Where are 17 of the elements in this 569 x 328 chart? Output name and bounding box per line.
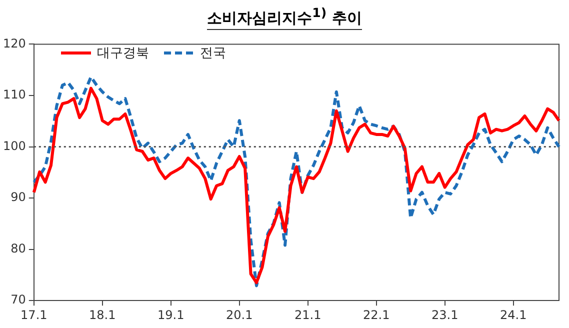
chart-title: 소비자심리지수$^{1)}$ 추이 <box>207 4 362 30</box>
legend-label: 대구경북 <box>97 45 149 62</box>
x-tick-label: 20.1 <box>226 308 253 322</box>
y-tick-label: 70 <box>10 292 26 307</box>
x-tick-label: 21.1 <box>294 308 322 322</box>
x-tick-label: 19.1 <box>158 308 184 322</box>
x-tick-label: 17.1 <box>20 308 48 322</box>
y-tick-label: 110 <box>3 88 26 102</box>
y-tick-label: 120 <box>3 36 26 50</box>
x-tick-label: 23.1 <box>431 308 458 322</box>
y-tick-label: 80 <box>10 241 26 256</box>
x-tick-label: 18.1 <box>89 308 116 322</box>
x-tick-label: 22.1 <box>363 308 390 322</box>
y-tick-label: 100 <box>3 138 26 153</box>
x-tick-label: 24.1 <box>500 308 527 322</box>
y-tick-label: 90 <box>10 190 26 204</box>
legend-label: 전국 <box>200 45 226 62</box>
